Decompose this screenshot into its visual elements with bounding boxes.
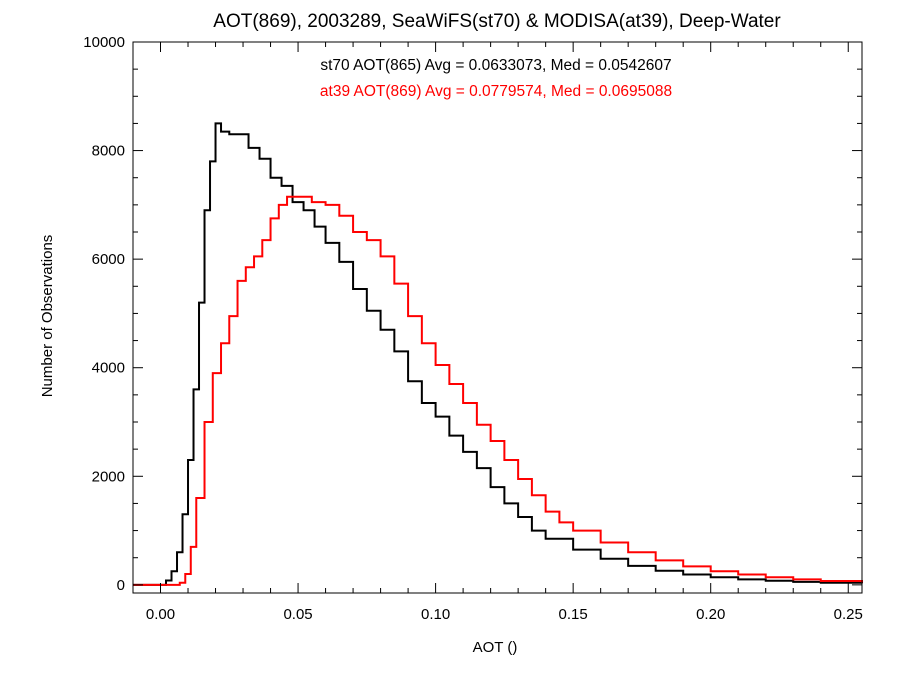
plot-frame xyxy=(132,41,863,594)
x-tick-label: 0.25 xyxy=(834,606,863,623)
y-tick-label: 0 xyxy=(117,577,125,594)
x-tick-label: 0.00 xyxy=(146,606,175,623)
x-tick-label: 0.15 xyxy=(559,606,588,623)
x-axis-label: AOT () xyxy=(473,639,518,656)
x-tick-label: 0.20 xyxy=(696,606,725,623)
axes-layer: 0.00 0.05 0.10 0.15 0.20 0.25 0 2000 4000 6000 800… xyxy=(83,34,863,623)
x-tick-label: 0.10 xyxy=(421,606,450,623)
series-at39-line xyxy=(133,195,863,586)
y-tick-label: 2000 xyxy=(92,468,125,485)
y-axis-label: Number of Observations xyxy=(39,235,56,398)
y-tick-label: 8000 xyxy=(92,143,125,160)
y-tick-label: 4000 xyxy=(92,360,125,377)
annotation-st70: st70 AOT(865) Avg = 0.0633073, Med = 0.0… xyxy=(320,57,671,74)
x-tick-label: 0.05 xyxy=(283,606,312,623)
y-tick-label: 6000 xyxy=(92,251,125,268)
chart-title: AOT(869), 2003289, SeaWiFS(st70) & MODIS… xyxy=(213,11,781,32)
y-tick-label: 10000 xyxy=(83,34,125,51)
series-st70-line xyxy=(133,122,863,586)
series-layer xyxy=(133,122,863,586)
annotation-at39: at39 AOT(869) Avg = 0.0779574, Med = 0.0… xyxy=(320,83,672,100)
